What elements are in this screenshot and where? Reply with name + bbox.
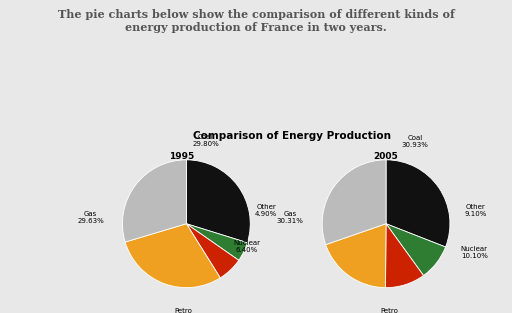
Wedge shape [326,224,386,288]
Wedge shape [386,160,450,247]
Text: Nuclear
6.40%: Nuclear 6.40% [233,239,261,253]
Wedge shape [386,224,423,288]
Text: 2005: 2005 [374,152,398,162]
Text: 1995: 1995 [168,152,194,162]
Wedge shape [122,160,186,242]
Text: The pie charts below show the comparison of different kinds of
energy production: The pie charts below show the comparison… [58,9,454,33]
Text: Petro
29.27%: Petro 29.27% [170,308,197,313]
Text: Petro
19.55%: Petro 19.55% [376,308,402,313]
Text: Nuclear
10.10%: Nuclear 10.10% [461,246,488,259]
Wedge shape [322,160,386,245]
Wedge shape [186,224,239,278]
Text: Coal
29.80%: Coal 29.80% [192,134,219,147]
Text: Other
4.90%: Other 4.90% [255,204,278,218]
Wedge shape [186,224,247,260]
Text: Gas
30.31%: Gas 30.31% [277,211,304,224]
Text: Coal
30.93%: Coal 30.93% [401,136,428,148]
Text: Other
9.10%: Other 9.10% [464,204,487,218]
Wedge shape [386,224,445,275]
Text: Comparison of Energy Production: Comparison of Energy Production [193,131,391,141]
Wedge shape [186,160,250,243]
Wedge shape [125,224,220,288]
Text: Gas
29.63%: Gas 29.63% [77,211,104,224]
